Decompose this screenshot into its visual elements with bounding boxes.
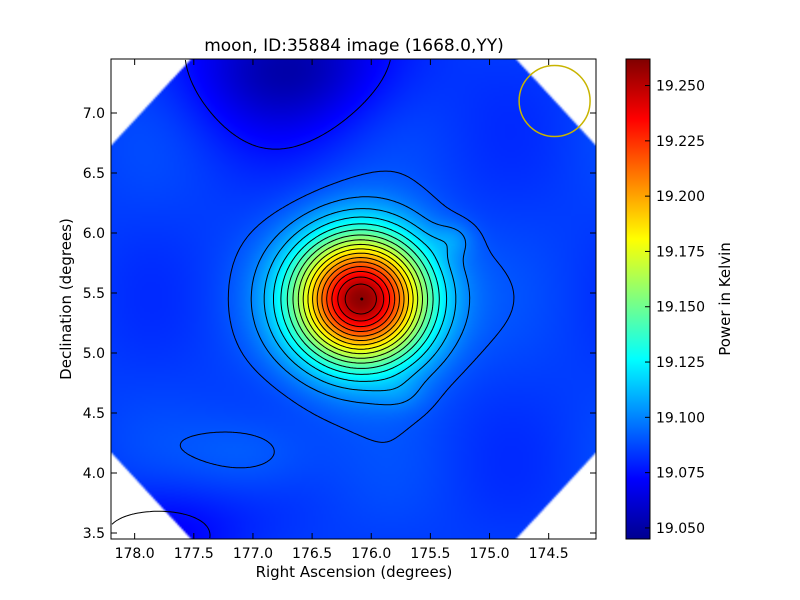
y-axis: 3.5 4.0 4.5 5.0 5.5 6.0 6.5 7.0 <box>83 106 596 542</box>
x-tick-label: 177.5 <box>174 546 214 562</box>
y-tick-label: 5.0 <box>83 346 105 362</box>
colorbar-tick-label: 19.225 <box>656 134 705 150</box>
contour-line-1 <box>179 170 515 469</box>
colorbar-tick-label: 19.100 <box>656 410 705 426</box>
colorbar-tick-label: 19.150 <box>656 300 705 316</box>
colorbar-tick-label: 19.075 <box>656 466 705 482</box>
contour-line-17 <box>344 283 377 315</box>
contour-line-8 <box>297 239 423 359</box>
contour-line-12 <box>316 257 405 341</box>
contour-line-6 <box>286 229 434 369</box>
x-tick-label: 175.0 <box>469 546 509 562</box>
colorbar-tick-label: 19.125 <box>656 355 705 371</box>
contour-line-4 <box>273 216 448 382</box>
contour-line-16 <box>337 276 385 322</box>
colorbar-axis: 19.050 19.075 19.100 19.125 19.150 19.175 19.2… <box>645 79 705 537</box>
contour-line-15 <box>331 271 390 328</box>
x-tick-label: 174.5 <box>529 546 569 562</box>
x-axis-label: Right Ascension (degrees) <box>256 563 453 581</box>
contour-line-10 <box>307 248 414 350</box>
contour-line-5 <box>280 223 440 375</box>
y-tick-label: 3.5 <box>83 526 105 542</box>
y-tick-label: 4.5 <box>83 406 105 422</box>
y-axis-label: Declination (degrees) <box>57 218 75 380</box>
heatmap-area <box>111 59 596 539</box>
x-tick-label: 176.0 <box>351 546 391 562</box>
x-tick-label: 176.5 <box>292 546 332 562</box>
peak-marker <box>360 297 364 301</box>
beam-circle <box>518 64 591 138</box>
contour-line-13 <box>321 261 400 337</box>
heatmap-image <box>111 59 596 539</box>
plot-frame <box>110 58 597 540</box>
y-tick-label: 6.5 <box>83 166 105 182</box>
contour-line-14 <box>326 266 396 332</box>
colorbar <box>625 58 651 540</box>
contour-line-9 <box>302 243 419 355</box>
y-tick-label: 7.0 <box>83 106 105 122</box>
colorbar-tick-label: 19.200 <box>656 189 705 205</box>
contour-line-0 <box>111 59 391 539</box>
contour-line-3 <box>263 208 457 392</box>
colorbar-tick-label: 19.175 <box>656 244 705 260</box>
contour-line-11 <box>312 252 409 346</box>
x-axis: 178.0 177.5 177.0 176.5 176.0 175.5 175.0 174.5 <box>115 59 569 562</box>
x-tick-label: 178.0 <box>115 546 155 562</box>
y-tick-label: 5.5 <box>83 286 105 302</box>
colorbar-label: Power in Kelvin <box>716 242 734 356</box>
contour-line-2 <box>250 196 471 406</box>
contour-line-7 <box>292 234 429 364</box>
y-tick-label: 6.0 <box>83 226 105 242</box>
chart-title: moon, ID:35884 image (1668.0,YY) <box>204 36 504 56</box>
x-tick-label: 177.0 <box>233 546 273 562</box>
colorbar-tick-label: 19.050 <box>656 521 705 537</box>
colorbar-tick-label: 19.250 <box>656 79 705 95</box>
y-tick-label: 4.0 <box>83 466 105 482</box>
x-tick-label: 175.5 <box>410 546 450 562</box>
contour-lines <box>111 59 515 539</box>
